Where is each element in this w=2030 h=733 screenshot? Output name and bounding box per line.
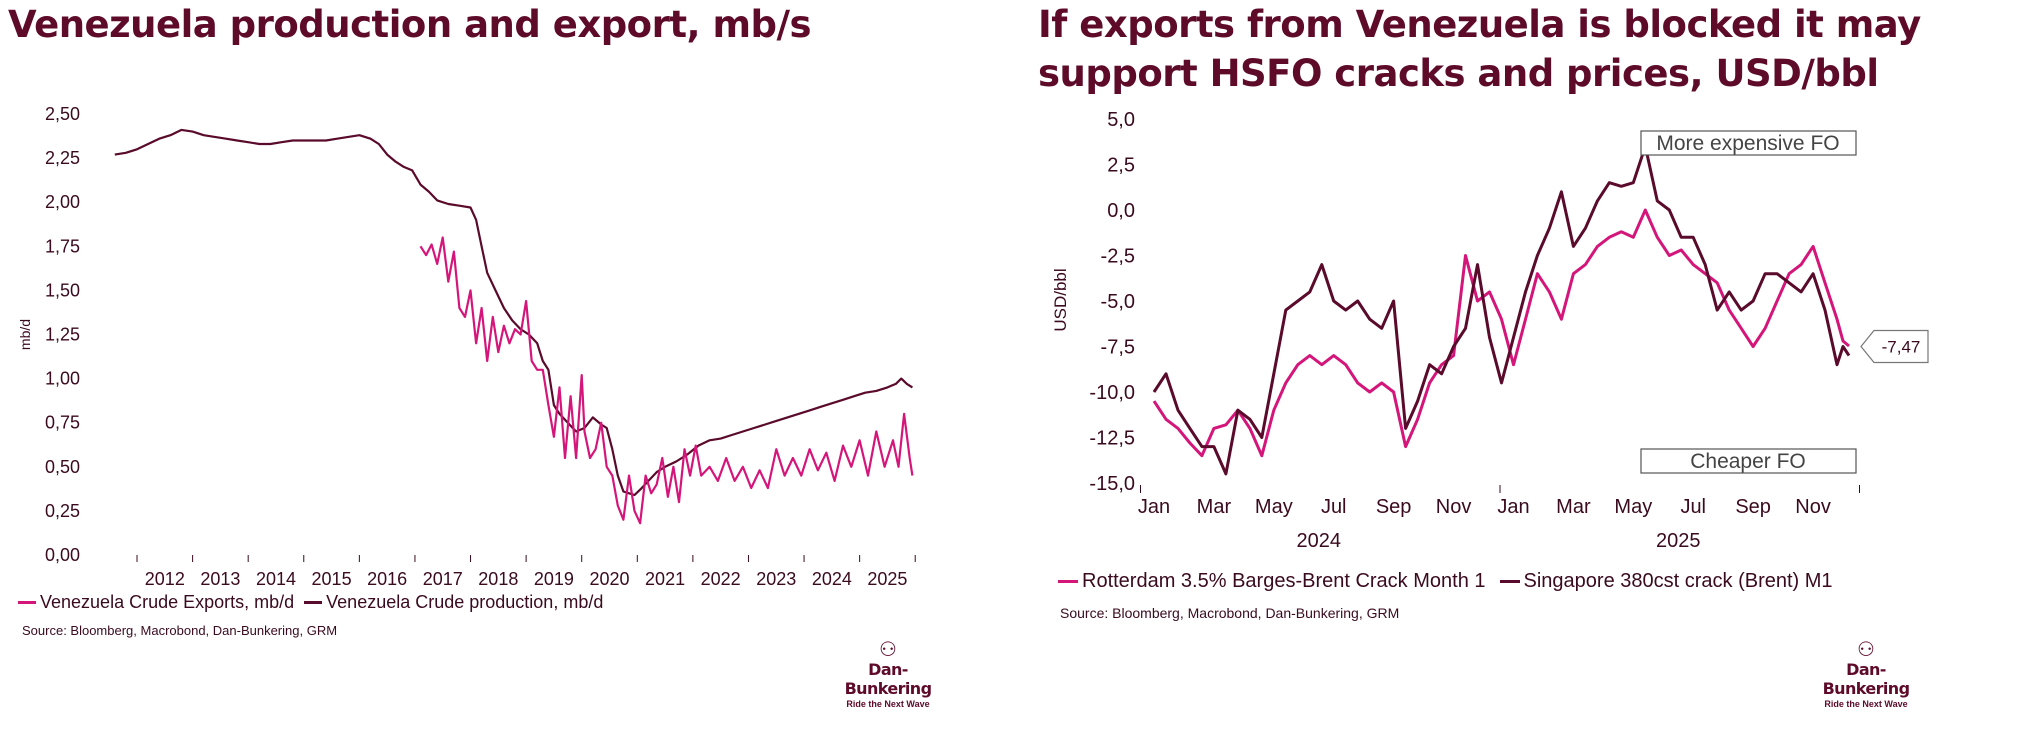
- y-tick-label: 1,25: [45, 325, 80, 345]
- legend-swatch-singapore: [1499, 580, 1520, 583]
- annotation-box-expensive: [1640, 130, 1857, 156]
- y-tick-label: 0,0: [1107, 200, 1135, 222]
- legend-swatch-exports: [18, 601, 36, 604]
- x-tick-label: Nov: [1436, 496, 1472, 518]
- y-tick-label: 2,50: [45, 104, 80, 124]
- y-tick-label: 2,00: [45, 192, 80, 212]
- legend-swatch-production: [304, 601, 323, 604]
- x-tick-label: Sep: [1376, 496, 1412, 518]
- x-tick-label: Jul: [1321, 496, 1347, 518]
- x-tick-label: 2025: [867, 569, 907, 589]
- x-tick-label: 2012: [145, 569, 185, 589]
- y-tick-label: 0,50: [45, 457, 80, 477]
- x-year-label: 2024: [1297, 530, 1342, 552]
- x-tick-label: Sep: [1735, 496, 1771, 518]
- db-wave-logo-icon: ⚇: [1857, 639, 1875, 661]
- logo-brand: Dan-Bunkering: [1822, 660, 1910, 698]
- logo-tagline: Ride the Next Wave: [1824, 699, 1908, 709]
- y-tick-label: -15,0: [1089, 473, 1135, 495]
- left-legend: Venezuela Crude Exports, mb/d Venezuela …: [18, 592, 603, 613]
- left-chart-title: Venezuela production and export, mb/s: [8, 3, 812, 46]
- y-tick-label: 1,50: [45, 280, 80, 300]
- x-tick-label: 2018: [478, 569, 518, 589]
- last-value-callout: [1860, 329, 1929, 364]
- y-tick-label: 0,00: [45, 545, 80, 565]
- legend-item-singapore: Singapore 380cst crack (Brent) M1: [1499, 570, 1833, 593]
- y-tick-label: 2,25: [45, 148, 80, 168]
- x-tick-label: Jul: [1680, 496, 1706, 518]
- right-legend: Rotterdam 3.5% Barges-Brent Crack Month …: [1058, 570, 1833, 593]
- y-tick-label: 1,00: [45, 369, 80, 389]
- legend-label-exports: Venezuela Crude Exports, mb/d: [40, 592, 295, 612]
- legend-item-exports: Venezuela Crude Exports, mb/d: [18, 592, 294, 613]
- x-tick-label: Mar: [1556, 496, 1591, 518]
- x-tick-label: Mar: [1197, 496, 1232, 518]
- y-axis-label: mb/d: [17, 319, 33, 350]
- x-tick-label: Jan: [1497, 496, 1529, 518]
- x-tick-label: May: [1614, 496, 1652, 518]
- x-tick-label: 2017: [423, 569, 463, 589]
- production-series-line: [114, 128, 913, 497]
- legend-swatch-rotterdam: [1058, 580, 1078, 583]
- x-tick-label: May: [1255, 496, 1293, 518]
- y-tick-label: -7,5: [1101, 337, 1135, 359]
- y-tick-label: -12,5: [1089, 428, 1135, 450]
- y-tick-label: -2,5: [1101, 246, 1135, 268]
- singapore-series-line: [1152, 144, 1851, 476]
- x-tick-label: 2023: [756, 569, 796, 589]
- y-tick-label: 0,75: [45, 413, 80, 433]
- legend-item-rotterdam: Rotterdam 3.5% Barges-Brent Crack Month …: [1058, 570, 1486, 593]
- y-tick-label: -10,0: [1089, 382, 1135, 404]
- annotation-expensive-fo: More expensive FO: [1656, 132, 1839, 155]
- db-wave-logo-icon: ⚇: [879, 639, 897, 661]
- right-chart-title: If exports from Venezuela is blocked it …: [1038, 3, 1921, 95]
- logo-brand: Dan-Bunkering: [844, 660, 932, 698]
- x-tick-label: Nov: [1795, 496, 1831, 518]
- x-tick-label: 2016: [367, 569, 407, 589]
- exports-series-line: [419, 236, 914, 525]
- left-logo: ⚇ Dan-Bunkering Ride the Next Wave: [828, 640, 948, 709]
- x-tick-label: 2013: [200, 569, 240, 589]
- logo-tagline: Ride the Next Wave: [846, 699, 930, 709]
- y-tick-label: -5,0: [1101, 291, 1135, 313]
- x-year-label: 2025: [1656, 530, 1701, 552]
- y-tick-label: 0,25: [45, 501, 80, 521]
- last-value-label: -7,47: [1882, 338, 1921, 357]
- rotterdam-series-line: [1152, 208, 1850, 458]
- right-logo: ⚇ Dan-Bunkering Ride the Next Wave: [1806, 640, 1926, 709]
- x-tick-label: 2021: [645, 569, 685, 589]
- y-tick-label: 1,75: [45, 236, 80, 256]
- x-tick-label: 2022: [701, 569, 741, 589]
- left-source-note: Source: Bloomberg, Macrobond, Dan-Bunker…: [22, 623, 338, 638]
- legend-label-production: Venezuela Crude production, mb/d: [326, 592, 604, 612]
- x-tick-label: 2015: [312, 569, 352, 589]
- x-tick-label: Jan: [1138, 496, 1170, 518]
- legend-item-production: Venezuela Crude production, mb/d: [304, 592, 603, 613]
- x-tick-label: 2020: [589, 569, 629, 589]
- legend-label-rotterdam: Rotterdam 3.5% Barges-Brent Crack Month …: [1082, 570, 1486, 592]
- y-tick-label: 5,0: [1107, 109, 1135, 131]
- right-source-note: Source: Bloomberg, Macrobond, Dan-Bunker…: [1060, 605, 1400, 621]
- x-tick-label: 2019: [534, 569, 574, 589]
- annotation-cheaper-fo: Cheaper FO: [1690, 450, 1806, 473]
- x-tick-label: 2024: [812, 569, 852, 589]
- legend-label-singapore: Singapore 380cst crack (Brent) M1: [1523, 570, 1833, 592]
- y-tick-label: 2,5: [1107, 155, 1135, 177]
- left-chart: 0,00 0,25 0,50 0,75 1,00 1,25 1,50 1,75 2,00 2,25…: [17, 104, 916, 589]
- annotation-box-cheaper: [1640, 448, 1857, 474]
- y-axis-label: USD/bbl: [1051, 268, 1070, 331]
- x-tick-label: 2014: [256, 569, 296, 589]
